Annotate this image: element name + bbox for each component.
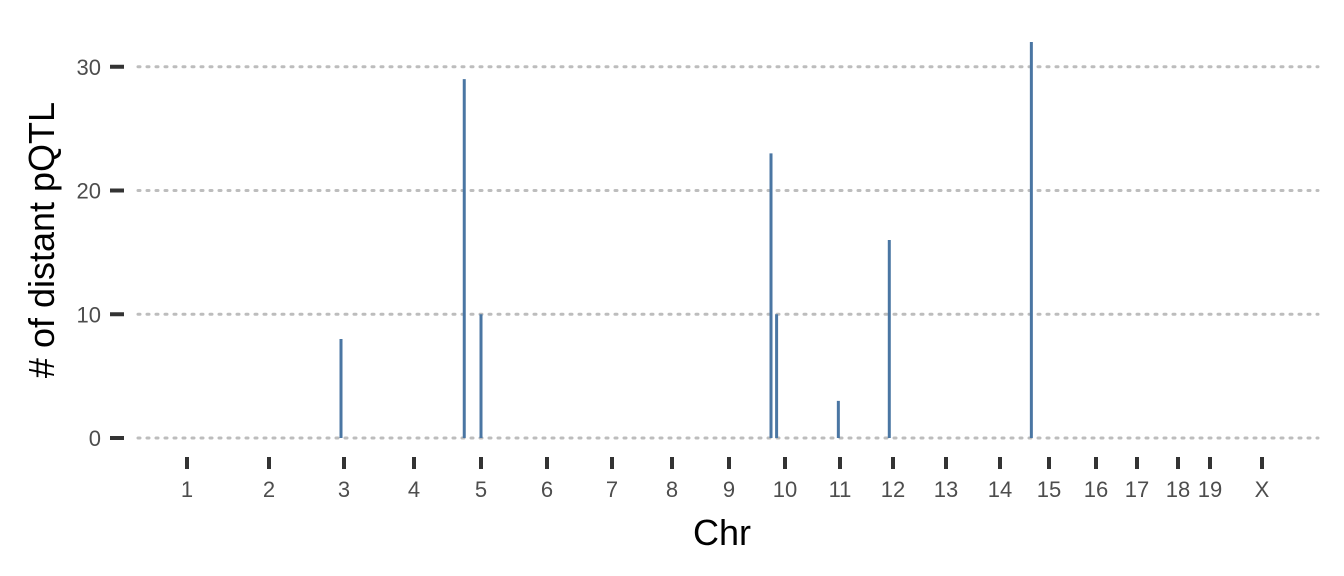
y-tick-label: 10: [77, 302, 101, 327]
x-tick-label: 13: [934, 477, 958, 502]
x-tick-label: 2: [263, 477, 275, 502]
x-tick-label: 14: [988, 477, 1012, 502]
gridlines: [136, 65, 1320, 440]
x-tick-label: 15: [1037, 477, 1061, 502]
x-tick-label: 4: [408, 477, 420, 502]
x-tick-label: X: [1255, 477, 1270, 502]
bars: [339, 42, 1033, 438]
x-tick-label: 5: [475, 477, 487, 502]
x-tick-label: 12: [881, 477, 905, 502]
x-tick-label: 11: [829, 477, 852, 502]
y-tick-label: 30: [77, 55, 101, 80]
x-tick-label: 9: [723, 477, 735, 502]
x-tick-label: 6: [541, 477, 553, 502]
x-axis: 1 2 3 4 5 6 7 8 9 10 11 12 13 14 15 16 17 18 19 X: [181, 457, 1270, 502]
x-axis-title: Chr: [693, 512, 751, 553]
x-tick-label: 10: [773, 477, 797, 502]
x-tick-label: 1: [181, 477, 193, 502]
y-axis-title: # of distant pQTL: [21, 102, 62, 378]
x-tick-label: 7: [606, 477, 618, 502]
x-tick-label: 17: [1125, 477, 1149, 502]
x-tick-label: 16: [1084, 477, 1108, 502]
x-tick-label: 19: [1198, 477, 1222, 502]
y-axis: 0 10 20 30: [77, 55, 124, 451]
y-tick-label: 20: [77, 179, 101, 204]
y-tick-label: 0: [89, 426, 101, 451]
x-tick-label: 18: [1166, 477, 1190, 502]
x-tick-label: 3: [338, 477, 350, 502]
x-tick-label: 8: [666, 477, 678, 502]
